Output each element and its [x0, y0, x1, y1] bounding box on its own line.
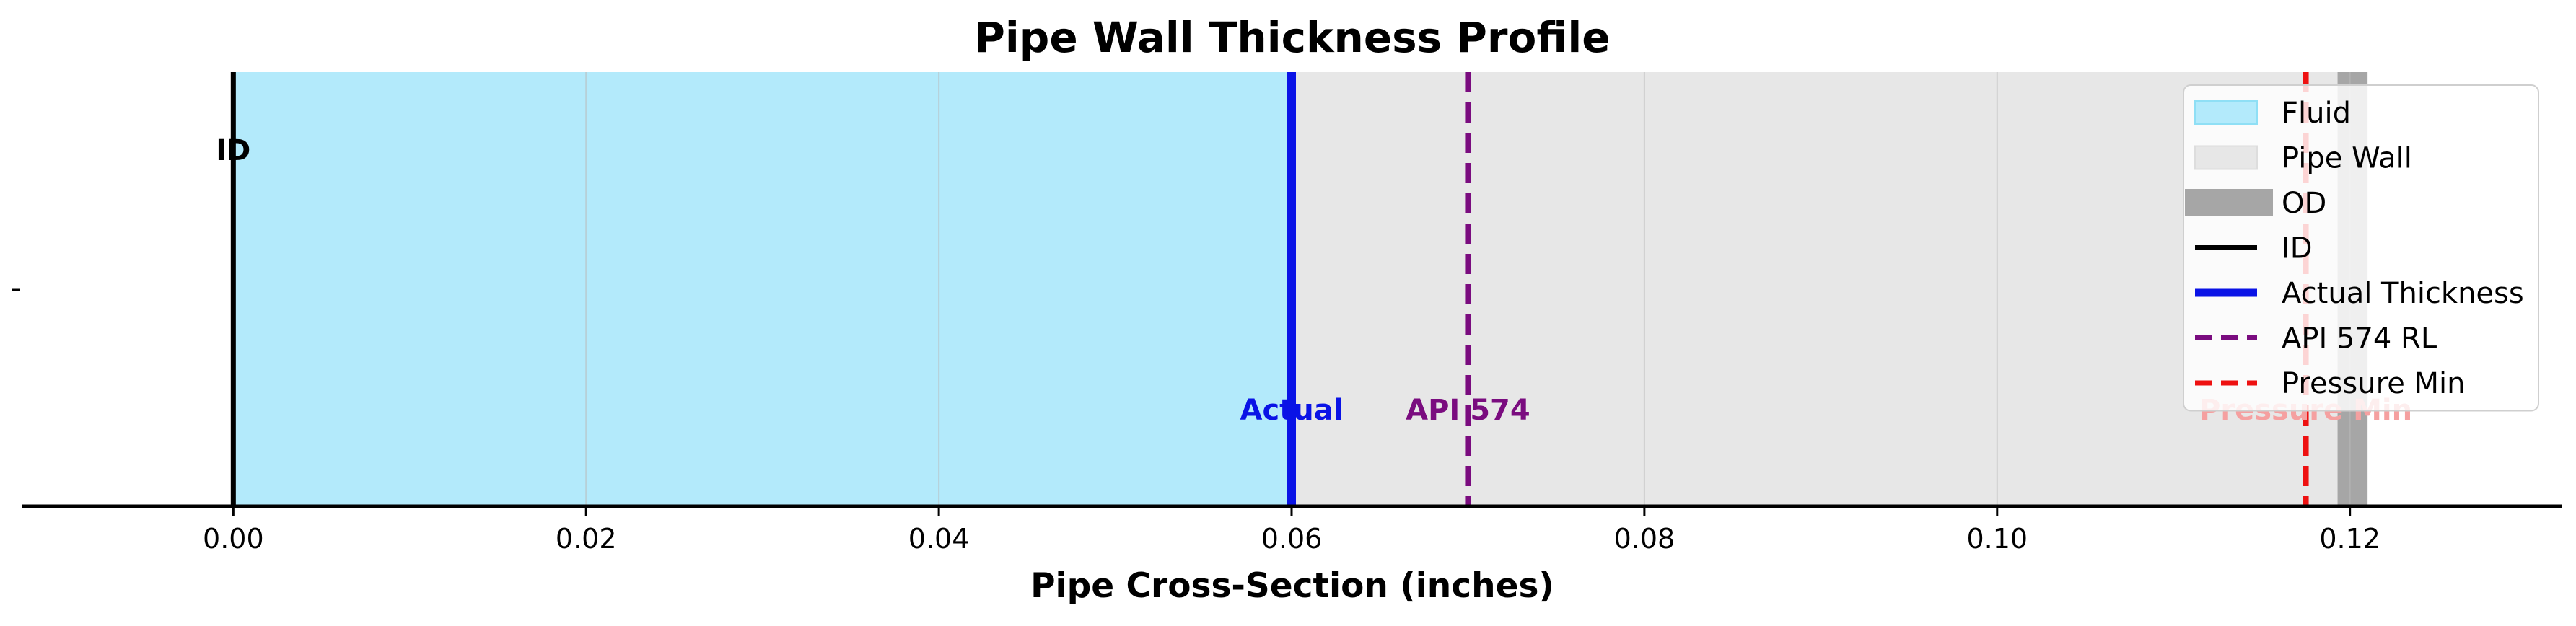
x-tick-label-6: 0.12 — [2319, 523, 2380, 555]
x-tick-label-1: 0.02 — [556, 523, 617, 555]
x-tick-label-4: 0.08 — [1614, 523, 1675, 555]
legend-label-od: OD — [2282, 187, 2326, 220]
x-tick-label-2: 0.04 — [908, 523, 970, 555]
x-tick-label-0: 0.00 — [203, 523, 264, 555]
legend-label-pressure-min: Pressure Min — [2282, 367, 2466, 400]
legend-label-actual-thickness: Actual Thickness — [2282, 277, 2524, 310]
x-tick-label-5: 0.10 — [1966, 523, 2028, 555]
legend-label-fluid: Fluid — [2282, 97, 2351, 130]
annotation-api-574: API 574 — [1406, 394, 1530, 427]
legend-label-id: ID — [2282, 232, 2313, 265]
region-layer — [233, 72, 2368, 506]
legend-swatch-pipe-wall — [2194, 145, 2258, 170]
chart-title: Pipe Wall Thickness Profile — [974, 13, 1610, 62]
legend-swatch-fluid — [2194, 100, 2258, 125]
x-axis-label: Pipe Cross-Section (inches) — [1030, 566, 1554, 606]
axes-layer: 0.00 0.02 0.04 0.06 0.08 0.10 0.12 — [12, 288, 2562, 555]
legend-label-pipe-wall: Pipe Wall — [2282, 142, 2412, 175]
legend: Fluid Pipe Wall OD ID Actual Thickness API 57… — [2183, 84, 2539, 412]
annotation-id: ID — [216, 134, 250, 167]
annotation-actual: Actual — [1240, 394, 1344, 427]
legend-box — [2183, 84, 2539, 412]
region-fluid — [233, 72, 1292, 506]
legend-label-api-574-rl: API 574 RL — [2282, 322, 2437, 356]
x-tick-label-3: 0.06 — [1261, 523, 1323, 555]
